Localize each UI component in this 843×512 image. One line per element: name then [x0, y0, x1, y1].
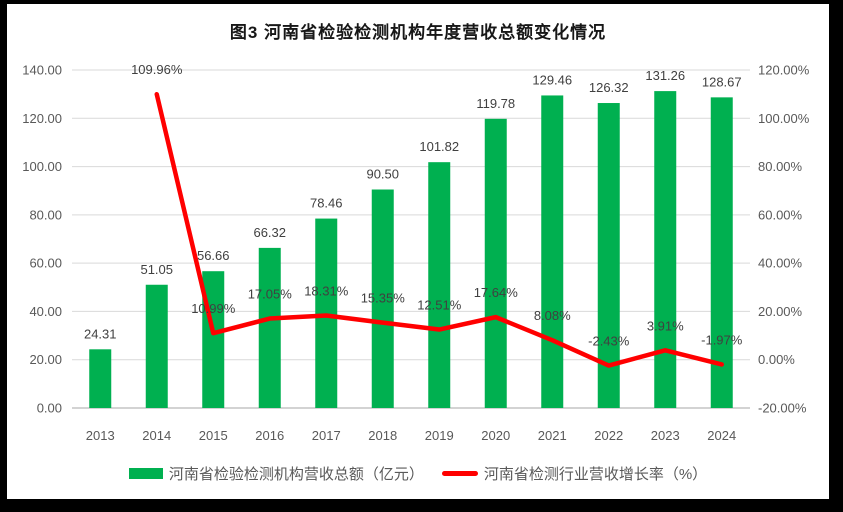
left-axis-tick-label: 40.00 — [29, 304, 62, 319]
bar-value-label: 119.78 — [476, 96, 515, 111]
combo-chart: 0.00 -20.00% 20.00 0.00% 40.00 20.00% 60.00 40.… — [22, 62, 810, 443]
category-label-2021: 2021 — [538, 428, 567, 443]
bar-value-label: 78.46 — [310, 196, 343, 211]
line-value-label: 10.99% — [191, 301, 236, 316]
growth-rate-line — [154, 91, 724, 368]
category-label-2013: 2013 — [86, 428, 115, 443]
bar-value-label: 24.31 — [84, 326, 117, 341]
category-label-2014: 2014 — [142, 428, 171, 443]
bar-value-label: 56.66 — [197, 248, 230, 263]
left-axis-tick-label: 120.00 — [22, 111, 62, 126]
revenue-bar-2019 — [428, 162, 451, 408]
revenue-bar-2022 — [597, 103, 620, 408]
bar-value-label: 128.67 — [702, 74, 742, 89]
right-axis-tick-label: 80.00% — [758, 159, 803, 174]
category-label-2024: 2024 — [707, 428, 736, 443]
line-value-label: 3.91% — [647, 318, 684, 333]
category-label-2022: 2022 — [594, 428, 623, 443]
category-label-2020: 2020 — [481, 428, 510, 443]
revenue-bar-2014 — [145, 284, 168, 408]
left-axis-tick-label: 60.00 — [29, 256, 62, 271]
bar-value-label: 126.32 — [589, 80, 629, 95]
category-label-2023: 2023 — [651, 428, 680, 443]
bar-series-swatch — [128, 468, 163, 479]
line-value-label: 109.96% — [131, 62, 183, 77]
line-value-label: -1.97% — [701, 332, 743, 347]
left-axis-tick-label: 140.00 — [22, 63, 62, 78]
bar-value-label: 51.05 — [140, 262, 173, 277]
chart-canvas: 图3 河南省检验检测机构年度营收总额变化情况 0.00 -20.00% 20.00 0… — [7, 4, 829, 499]
line-value-label: 12.51% — [417, 298, 462, 313]
bar-value-label: 101.82 — [419, 139, 459, 154]
revenue-bar-2023 — [654, 91, 677, 408]
revenue-bar-2024 — [710, 97, 733, 409]
revenue-bar-2021 — [541, 95, 564, 409]
right-axis-tick-label: 20.00% — [758, 304, 803, 319]
line-value-label: 8.08% — [534, 308, 571, 323]
category-label-2015: 2015 — [199, 428, 228, 443]
revenue-bar-2013 — [89, 349, 112, 408]
category-label-2018: 2018 — [368, 428, 397, 443]
bar-value-label: 129.46 — [532, 72, 572, 87]
category-label-2017: 2017 — [312, 428, 341, 443]
line-value-label: 17.05% — [248, 287, 293, 302]
line-value-label: 15.35% — [361, 291, 406, 306]
revenue-bar-2020 — [484, 118, 507, 408]
line-value-label: 17.64% — [474, 285, 519, 300]
left-axis-tick-label: 0.00 — [37, 401, 62, 416]
bar-value-label: 66.32 — [253, 225, 286, 240]
right-axis-tick-label: 0.00% — [758, 352, 795, 367]
line-series-swatch — [441, 471, 478, 476]
left-axis-tick-label: 20.00 — [29, 352, 62, 367]
left-axis-tick-label: 80.00 — [29, 207, 62, 222]
left-axis-tick-label: 100.00 — [22, 159, 62, 174]
bar-value-label: 131.26 — [645, 68, 685, 83]
line-series-label: 河南省检测行业营收增长率（%） — [483, 466, 708, 483]
category-label-2019: 2019 — [425, 428, 454, 443]
revenue-bar-2018 — [371, 189, 394, 408]
right-axis-tick-label: 120.00% — [758, 63, 810, 78]
line-value-label: -2.43% — [588, 334, 630, 349]
right-axis-tick-label: 100.00% — [758, 111, 810, 126]
line-value-label: 18.31% — [304, 284, 349, 299]
legend-item-growth-line: 河南省检测行业营收增长率（%） — [441, 463, 708, 484]
revenue-bar-2016 — [258, 247, 281, 408]
right-axis-tick-label: -20.00% — [758, 401, 807, 416]
right-axis-tick-label: 40.00% — [758, 256, 803, 271]
chart-legend: 河南省检验检测机构营收总额（亿元） 河南省检测行业营收增长率（%） — [7, 463, 829, 484]
bar-value-label: 90.50 — [366, 167, 399, 182]
category-label-2016: 2016 — [255, 428, 284, 443]
legend-item-revenue-bars: 河南省检验检测机构营收总额（亿元） — [128, 463, 424, 484]
bar-series-label: 河南省检验检测机构营收总额（亿元） — [168, 466, 424, 483]
chart-title: 图3 河南省检验检测机构年度营收总额变化情况 — [229, 23, 607, 42]
right-axis-tick-label: 60.00% — [758, 207, 803, 222]
